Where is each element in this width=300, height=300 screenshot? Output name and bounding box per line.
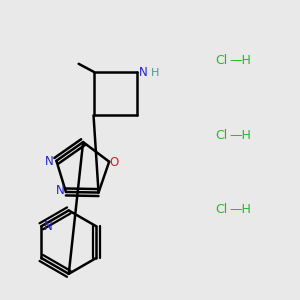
Text: —H: —H bbox=[229, 129, 251, 142]
Text: N: N bbox=[45, 155, 54, 168]
Text: N: N bbox=[56, 184, 64, 197]
Text: N: N bbox=[44, 220, 52, 233]
Text: H: H bbox=[151, 68, 159, 78]
Text: Cl: Cl bbox=[215, 129, 227, 142]
Text: N: N bbox=[139, 66, 148, 79]
Text: —H: —H bbox=[229, 203, 251, 216]
Text: Cl: Cl bbox=[215, 54, 227, 67]
Text: —H: —H bbox=[229, 54, 251, 67]
Text: O: O bbox=[110, 156, 119, 169]
Text: Cl: Cl bbox=[215, 203, 227, 216]
